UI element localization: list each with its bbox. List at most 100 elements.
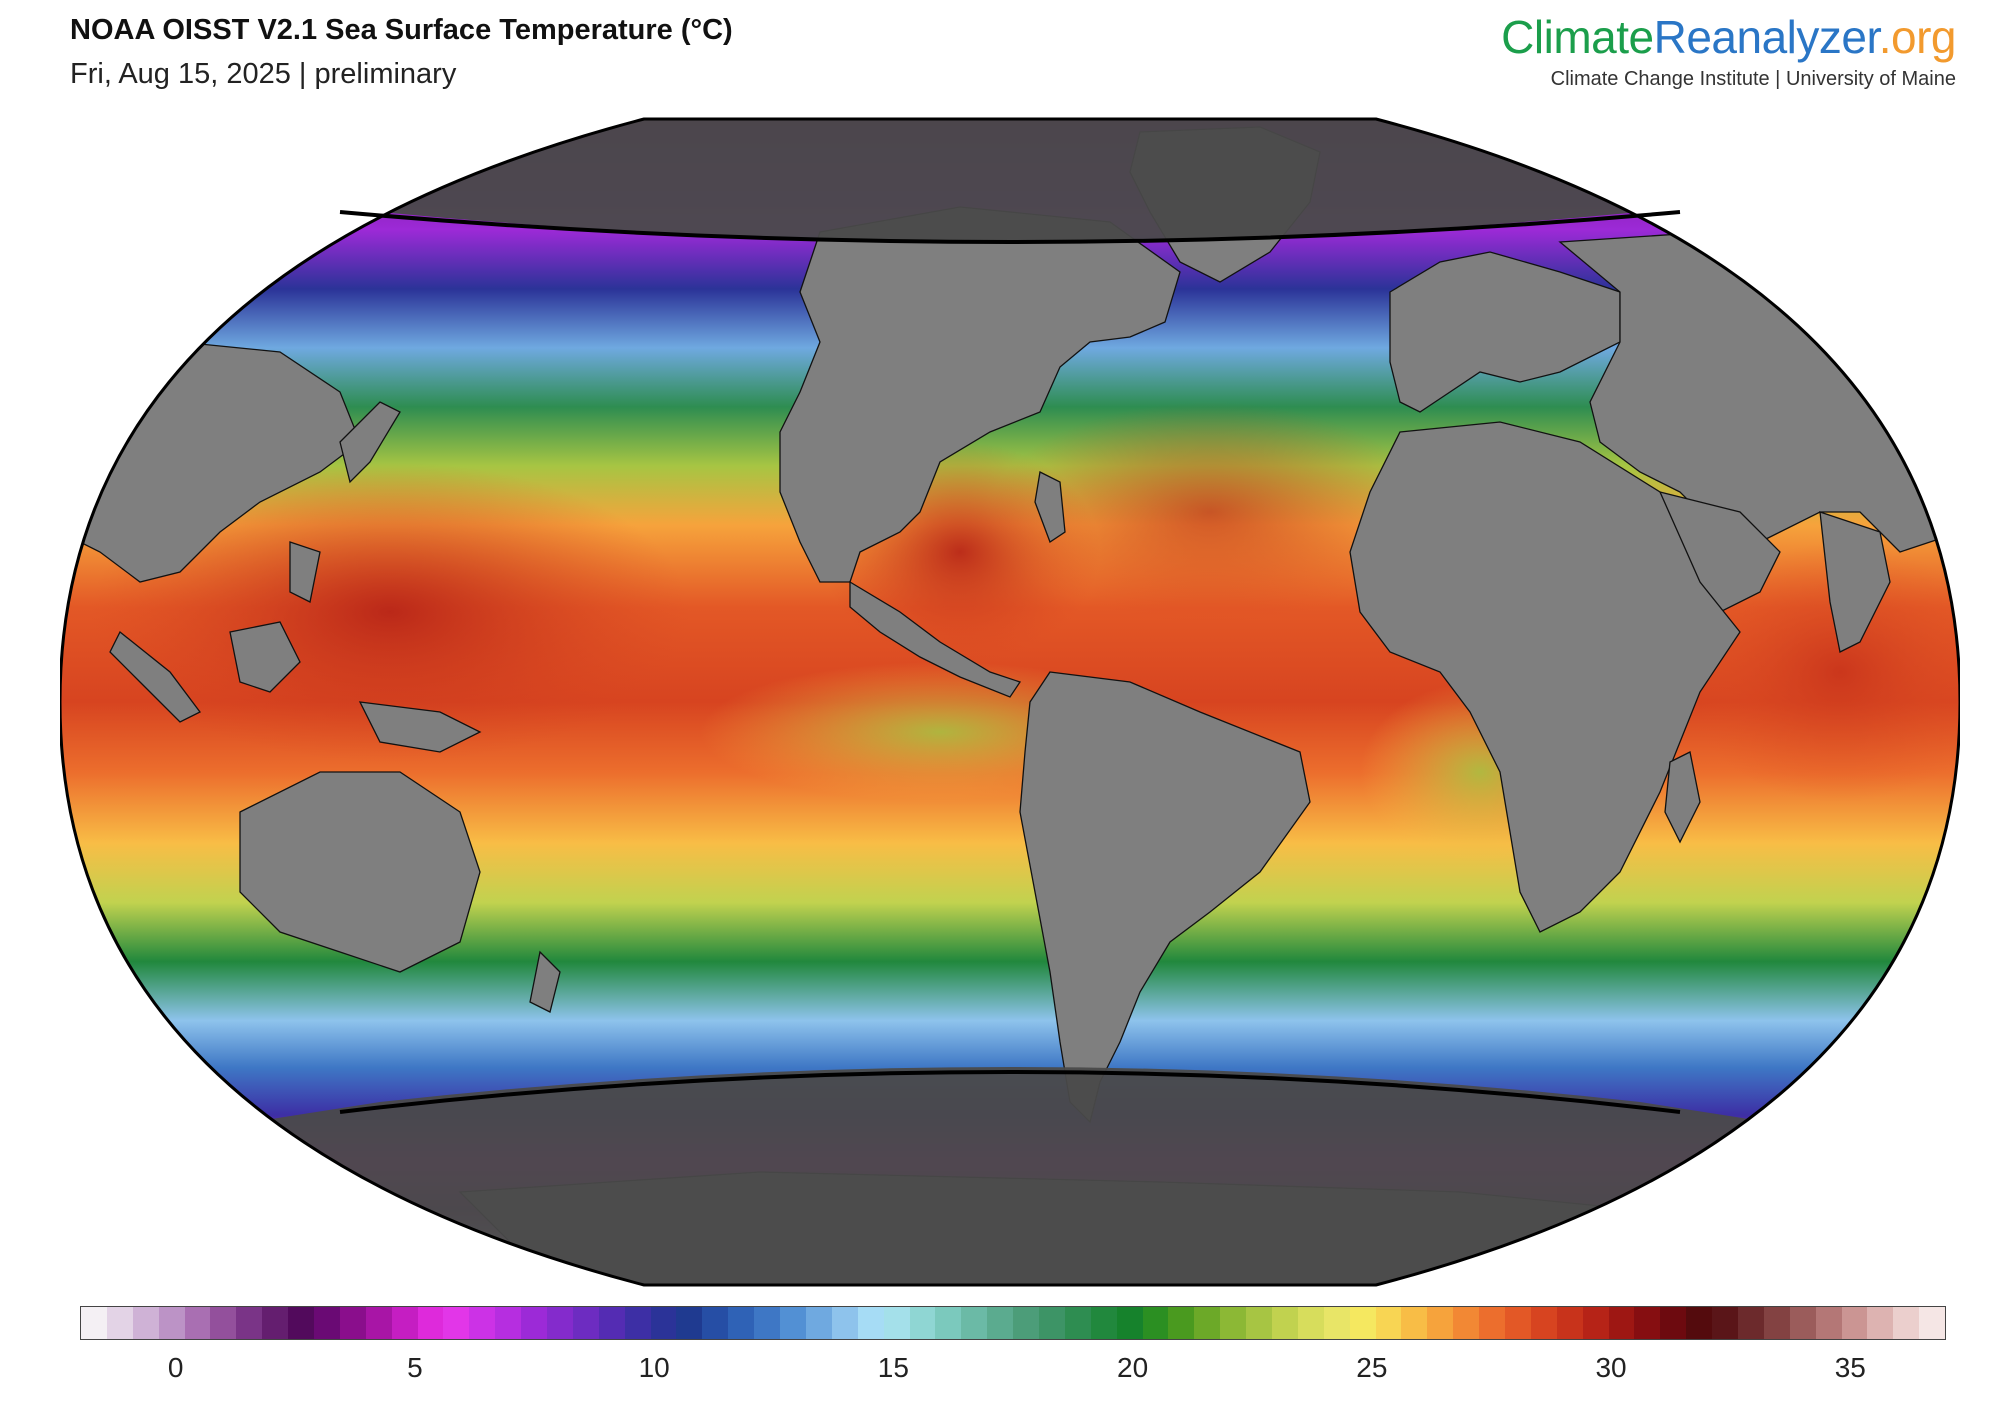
colorbar-swatch — [262, 1307, 289, 1339]
colorbar-swatch — [1375, 1307, 1402, 1339]
warm-pool-hotspot — [90, 462, 690, 762]
colorbar-swatch — [1090, 1307, 1117, 1339]
land-australia — [239, 771, 481, 973]
colorbar-swatch — [1479, 1307, 1505, 1339]
colorbar-swatch — [132, 1307, 159, 1339]
colorbar-swatch — [158, 1307, 185, 1339]
colorbar-swatch — [1116, 1307, 1143, 1339]
colorbar-swatch — [521, 1307, 548, 1339]
colorbar-swatch — [1168, 1307, 1195, 1339]
land-sumatra — [109, 630, 201, 723]
colorbar-swatch — [1763, 1307, 1790, 1339]
colorbar-swatch — [857, 1307, 884, 1339]
land-india — [1819, 511, 1891, 653]
colorbar-swatch — [1530, 1307, 1557, 1339]
colorbar-swatch — [1194, 1307, 1221, 1339]
colorbar-swatch — [236, 1307, 263, 1339]
colorbar-swatch — [1349, 1307, 1376, 1339]
sst-map — [60, 112, 1960, 1292]
colorbar-swatch — [987, 1307, 1014, 1339]
colorbar-swatch — [391, 1307, 418, 1339]
land-africa — [1349, 421, 1741, 933]
colorbar-swatch — [1712, 1307, 1738, 1339]
brand-logo[interactable]: ClimateReanalyzer.org Climate Change Ins… — [1501, 14, 1956, 91]
colorbar-swatch — [1608, 1307, 1635, 1339]
colorbar-swatch — [1297, 1307, 1324, 1339]
colorbar-swatch — [935, 1307, 962, 1339]
colorbar-swatch — [495, 1307, 522, 1339]
land-europe — [1389, 251, 1621, 413]
colorbar-swatch — [780, 1307, 806, 1339]
colorbar-swatch — [1453, 1307, 1480, 1339]
colorbar-swatch — [883, 1307, 910, 1339]
arctic-boundary — [339, 210, 1681, 244]
land-north-america — [779, 206, 1181, 583]
colorbar-swatch — [1038, 1307, 1065, 1339]
colorbar-swatch — [547, 1307, 573, 1339]
antarctic-boundary — [339, 1070, 1681, 1114]
colorbar-swatch — [676, 1307, 703, 1339]
colorbar-swatch — [365, 1307, 392, 1339]
colorbar-swatch — [1893, 1307, 1920, 1339]
colorbar-swatch — [1323, 1307, 1350, 1339]
colorbar-ticks: 0 5 10 15 20 25 30 35 — [80, 1352, 1946, 1392]
colorbar-swatch — [1246, 1307, 1272, 1339]
colorbar-swatch — [1841, 1307, 1868, 1339]
antarctic-mask — [60, 1067, 1960, 1285]
land-borneo — [229, 621, 301, 693]
map-frame — [60, 117, 1960, 1287]
brand-wordmark: ClimateReanalyzer.org — [1501, 14, 1956, 60]
colorbar-swatch — [1013, 1307, 1039, 1339]
colorbar-swatch — [469, 1307, 496, 1339]
indian-ocean-hotspot — [1680, 542, 1960, 802]
colorbar-swatch — [1738, 1307, 1764, 1339]
brand-tagline: Climate Change Institute | University of… — [1550, 68, 1956, 90]
colorbar-tick-label: 20 — [1117, 1352, 1149, 1383]
colorbar-swatch — [1789, 1307, 1816, 1339]
colorbar-tick-label: 30 — [1595, 1352, 1627, 1383]
colorbar-swatch — [572, 1307, 599, 1339]
chart-title: NOAA OISST V2.1 Sea Surface Temperature … — [70, 14, 733, 46]
colorbar-swatch — [1867, 1307, 1894, 1339]
colorbar-swatch — [728, 1307, 755, 1339]
colorbar-tick-label: 15 — [877, 1352, 909, 1383]
colorbar-swatch — [314, 1307, 340, 1339]
colorbar-tick-label: 0 — [167, 1352, 184, 1383]
brand-part-org: .org — [1878, 11, 1957, 63]
colorbar-swatch — [650, 1307, 677, 1339]
colorbar-swatch — [1919, 1307, 1946, 1339]
colorbar-swatch — [1660, 1307, 1687, 1339]
colorbar-swatch — [805, 1307, 832, 1339]
colorbar-swatch — [598, 1307, 625, 1339]
colorbar-swatch — [624, 1307, 651, 1339]
colorbar-swatch — [1220, 1307, 1247, 1339]
colorbar-swatch — [1504, 1307, 1531, 1339]
land-madagascar — [1664, 751, 1701, 844]
colorbar-swatch — [1427, 1307, 1454, 1339]
colorbar-swatch — [961, 1307, 988, 1339]
colorbar-swatch — [288, 1307, 315, 1339]
land-florida — [1034, 471, 1066, 543]
colorbar-swatch — [702, 1307, 729, 1339]
colorbar-swatch — [909, 1307, 936, 1339]
colorbar-tick-label: 25 — [1356, 1352, 1388, 1383]
colorbar-swatch — [831, 1307, 858, 1339]
land-central-america — [849, 580, 1022, 698]
land-philippines — [289, 541, 321, 603]
land-japan — [339, 401, 401, 484]
colorbar-swatch — [210, 1307, 237, 1339]
brand-part-climate: Climate — [1501, 11, 1654, 63]
land-new-guinea — [358, 701, 482, 753]
arctic-mask — [60, 119, 1960, 242]
brand-part-reanalyzer: Reanalyzer — [1653, 11, 1880, 63]
date-subtitle: Fri, Aug 15, 2025 | preliminary — [70, 58, 457, 90]
colorbar-swatch — [1686, 1307, 1713, 1339]
north-atlantic-hotspot — [990, 402, 1430, 622]
colorbar-swatch — [1815, 1307, 1842, 1339]
colorbar-tick-label: 10 — [638, 1352, 670, 1383]
colorbar-swatch — [339, 1307, 366, 1339]
colorbar-swatch — [1142, 1307, 1169, 1339]
land-south-america — [1019, 671, 1311, 1124]
colorbar-swatch — [1556, 1307, 1583, 1339]
colorbar-swatch — [1271, 1307, 1298, 1339]
